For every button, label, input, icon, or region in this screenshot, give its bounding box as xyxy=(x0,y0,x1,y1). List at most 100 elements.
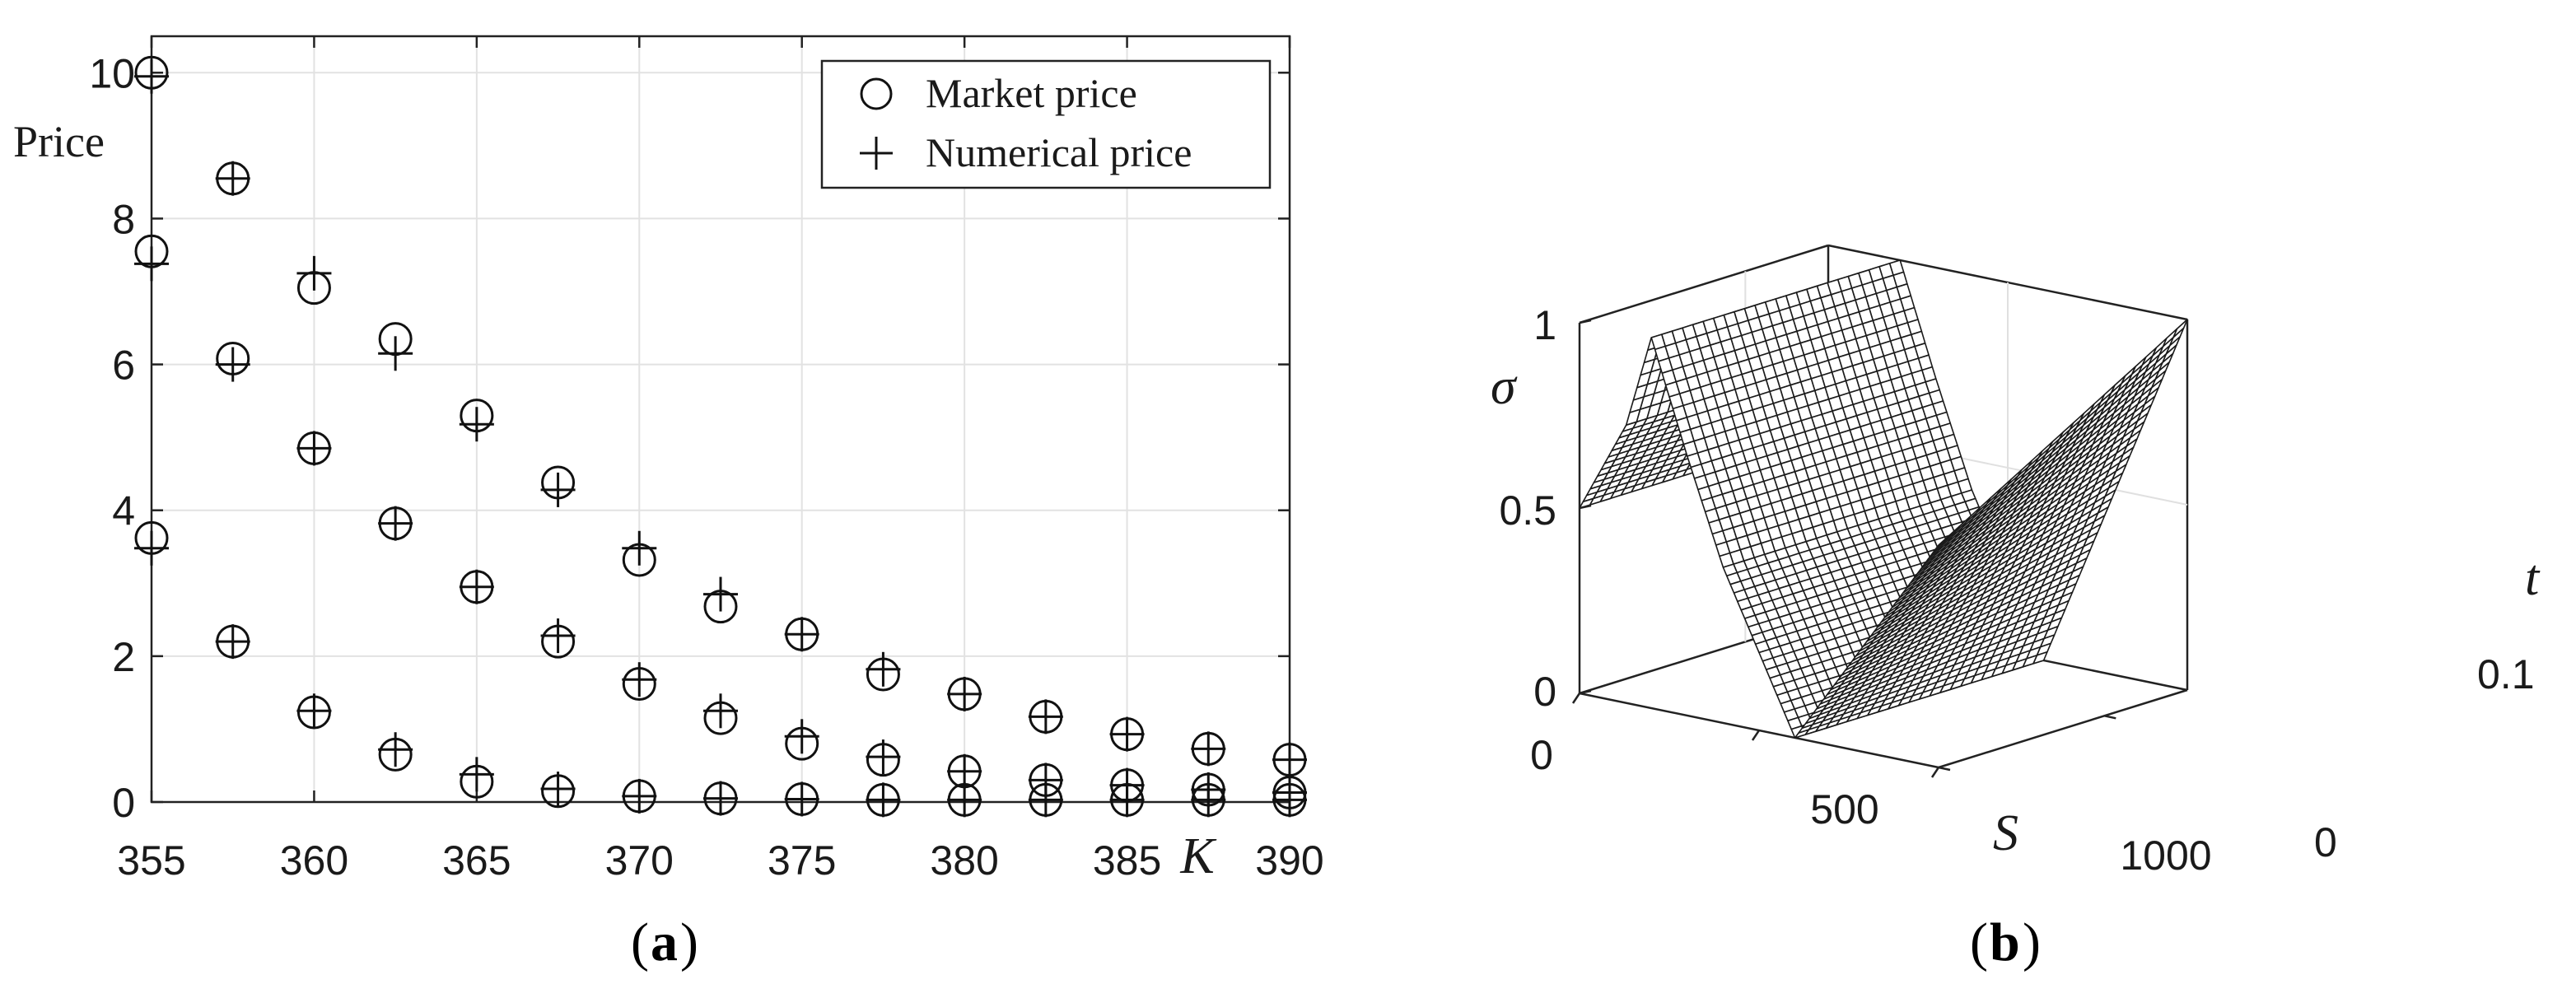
z-tick-label: 1 xyxy=(1533,302,1556,348)
y-tick-label-b: 0.1 xyxy=(2477,651,2535,697)
numerical-price-point xyxy=(296,431,332,466)
s-tick xyxy=(1571,693,1581,704)
x-tick-label: 390 xyxy=(1255,837,1323,884)
numerical-price-point xyxy=(703,693,738,729)
tick-marks-b xyxy=(1571,319,2116,778)
numerical-price-point xyxy=(784,719,819,754)
x-tick-label: 370 xyxy=(605,837,674,884)
z-tick xyxy=(1579,504,1592,510)
numerical-price-point xyxy=(1191,782,1226,818)
numerical-price-point xyxy=(866,739,901,775)
numerical-price-point xyxy=(378,506,413,541)
numerical-price-point xyxy=(622,778,657,814)
numerical-price-point xyxy=(134,530,169,566)
surface-mesh xyxy=(1579,259,2188,739)
axes-edge xyxy=(1938,688,2188,769)
numerical-price-point xyxy=(134,58,169,94)
numerical-price-point xyxy=(1109,716,1145,752)
caption-b: ( b ) xyxy=(1970,912,2041,972)
x-tick-label: 380 xyxy=(930,837,998,884)
z-tick xyxy=(1579,689,1592,695)
x-tick-labels-a: 355 360 365 370 375 380 385 390 xyxy=(117,837,1323,884)
numerical-price-point xyxy=(703,576,738,612)
legend-entry-market: Market price xyxy=(926,70,1137,116)
legend-a: Market price Numerical price xyxy=(820,59,1272,189)
numerical-price-point xyxy=(1109,782,1145,818)
z-axis-label-b: σ xyxy=(1491,359,1518,415)
x-axis-label-b: S xyxy=(1993,805,2018,861)
numerical-price-point xyxy=(784,781,819,817)
y-axis-label-a: Price xyxy=(13,117,105,166)
legend-box xyxy=(820,59,1272,189)
numerical-price-point xyxy=(540,472,576,507)
y-tick-label: 6 xyxy=(112,343,135,389)
axes-edge xyxy=(1579,244,1829,324)
caption-a: ( a ) xyxy=(631,912,698,972)
numerical-price-point xyxy=(378,732,413,767)
numerical-price-point xyxy=(296,693,332,729)
numerical-price-point xyxy=(134,246,169,282)
numerical-price-point xyxy=(1272,742,1307,777)
caption-a-open-paren: ( xyxy=(631,912,649,972)
numerical-price-point xyxy=(540,772,576,807)
x-tick-label: 385 xyxy=(1093,837,1161,884)
x-tick-label: 375 xyxy=(768,837,836,884)
t-tick xyxy=(2104,715,2116,720)
panel-a-scatter: 355 360 365 370 375 380 385 390 0 2 4 6 … xyxy=(13,35,1324,972)
caption-a-close-paren: ) xyxy=(680,912,698,972)
numerical-price-point xyxy=(947,782,982,818)
numerical-price-point xyxy=(1272,782,1307,818)
x-tick-label: 355 xyxy=(117,837,185,884)
numerical-price-point xyxy=(622,530,657,566)
y-tick-label: 0 xyxy=(112,780,135,826)
numerical-price-point xyxy=(703,781,738,816)
numerical-price-point xyxy=(215,624,250,660)
y-tick-label: 2 xyxy=(112,634,135,680)
s-tick xyxy=(1930,767,1940,778)
numerical-price-point xyxy=(622,662,657,697)
numerical-price-point xyxy=(459,569,494,604)
z-tick-label: 0 xyxy=(1533,669,1556,715)
numerical-price-point xyxy=(784,617,819,652)
x-tick-label: 360 xyxy=(280,837,348,884)
numerical-price-point xyxy=(215,347,250,382)
numerical-price-point xyxy=(459,407,494,442)
x-tick-label-b: 1000 xyxy=(2120,832,2211,879)
numerical-price-point xyxy=(866,782,901,818)
numerical-price-point xyxy=(459,757,494,792)
caption-a-letter: a xyxy=(651,912,678,972)
data-markers-a xyxy=(134,55,1307,818)
numerical-price-point xyxy=(540,618,576,654)
y-tick-label-b: 0 xyxy=(2314,819,2337,865)
numerical-price-point xyxy=(866,651,901,687)
caption-b-close-paren: ) xyxy=(2023,912,2041,972)
z-tick xyxy=(1579,319,1592,324)
caption-b-letter: b xyxy=(1990,912,2020,972)
x-axis-label-a: K xyxy=(1179,828,1217,884)
y-axis-label-b: t xyxy=(2525,550,2541,606)
legend-circle-marker xyxy=(860,77,893,110)
panel-b-surface: 1 0.5 0 σ 0 500 1000 S 0 0.1 t ( b ) xyxy=(1491,244,2541,972)
numerical-price-point xyxy=(1028,699,1063,735)
x-tick-label-b: 500 xyxy=(1810,786,1878,832)
numerical-price-point xyxy=(296,255,332,291)
z-tick-label: 0.5 xyxy=(1499,487,1556,534)
numerical-price-point xyxy=(215,161,250,196)
y-tick-label: 8 xyxy=(112,196,135,242)
x-axis-label-backdrop xyxy=(1173,828,1224,878)
caption-b-open-paren: ( xyxy=(1970,912,1988,972)
numerical-price-point xyxy=(1191,731,1226,767)
x-tick-label: 365 xyxy=(442,837,511,884)
surface-cell xyxy=(1934,534,1950,551)
legend-entry-numerical: Numerical price xyxy=(926,129,1192,175)
t-tick xyxy=(1938,766,1951,772)
s-tick xyxy=(1751,730,1761,741)
x-tick-label-b: 0 xyxy=(1530,732,1553,778)
y-tick-label: 4 xyxy=(112,488,135,534)
y-tick-label: 10 xyxy=(89,50,135,96)
numerical-price-point xyxy=(947,676,982,711)
y-tick-labels-a: 0 2 4 6 8 10 xyxy=(89,50,135,826)
numerical-price-point xyxy=(1028,782,1063,818)
numerical-price-point xyxy=(378,336,413,371)
